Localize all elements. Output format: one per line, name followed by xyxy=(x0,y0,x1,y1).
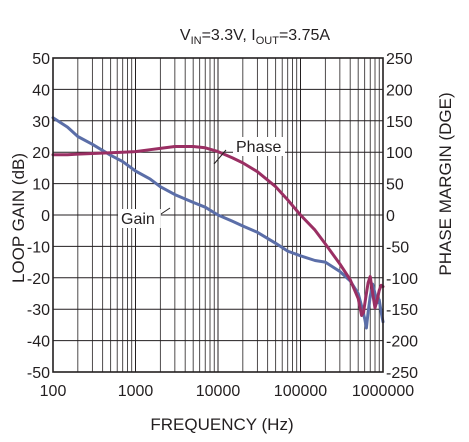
title-middle: =3.3V, I xyxy=(202,27,256,44)
y-left-tick-label: 0 xyxy=(41,208,50,225)
y-right-tick-label: -100 xyxy=(386,271,418,288)
phase-annotation-label-background xyxy=(233,137,285,156)
y-axis-left-label: LOOP GAIN (dB) xyxy=(9,153,28,283)
y-left-tick-label: 30 xyxy=(32,114,50,131)
y-right-tick-label: 200 xyxy=(386,82,413,99)
phase-annotation-leader-line xyxy=(213,149,227,165)
series-line-phase xyxy=(51,145,385,317)
y-right-tick-label: 0 xyxy=(386,208,395,225)
axes-layer xyxy=(52,57,384,373)
y-right-tick-label: -150 xyxy=(386,302,418,319)
y-left-tick-label: 10 xyxy=(32,177,50,194)
y-left-tick-label: 40 xyxy=(32,82,50,99)
y-left-tick-label: -40 xyxy=(27,334,50,351)
x-tick-label: 100000 xyxy=(274,383,327,400)
annotations-layer: Phase Gain xyxy=(118,137,285,228)
title-subscript-in: IN xyxy=(191,35,202,47)
gain-annotation-label-background xyxy=(118,209,161,228)
y-left-tick-label: -50 xyxy=(27,365,50,382)
y-right-tick-label: -50 xyxy=(386,239,409,256)
title-subscript-out: OUT xyxy=(256,35,280,47)
y-left-tick-label: -10 xyxy=(27,239,50,256)
x-tick-label: 100 xyxy=(40,383,67,400)
phase-annotation-label: Phase xyxy=(236,139,281,156)
tick-labels-layer: 100 1000 10000 100000 1000000-50-40-30-20-10… xyxy=(27,51,418,400)
plot-frame xyxy=(52,57,384,373)
series-layer xyxy=(51,116,385,330)
y-right-tick-label: -200 xyxy=(386,334,418,351)
chart-title: VIN=3.3V, IOUT=3.75A xyxy=(180,27,331,47)
x-tick-label: 1000 xyxy=(118,383,154,400)
title-main: V xyxy=(180,27,191,44)
y-right-tick-label: 100 xyxy=(386,145,413,162)
x-axis-label: FREQUENCY (Hz) xyxy=(150,415,293,434)
y-left-tick-label: -20 xyxy=(27,271,50,288)
y-left-tick-label: -30 xyxy=(27,302,50,319)
y-left-tick-label: 20 xyxy=(32,145,50,162)
y-right-tick-label: 250 xyxy=(386,51,413,68)
gain-annotation-label: Gain xyxy=(121,211,155,228)
y-right-tick-label: 150 xyxy=(386,114,413,131)
y-axis-right-label: PHASE MARGIN (DGE) xyxy=(436,92,455,275)
y-right-tick-label: 50 xyxy=(386,177,404,194)
y-left-tick-label: 50 xyxy=(32,51,50,68)
y-right-tick-label: -250 xyxy=(386,365,418,382)
title-end: =3.75A xyxy=(279,27,330,44)
x-tick-label: 10000 xyxy=(196,383,241,400)
x-tick-label: 1000000 xyxy=(352,383,414,400)
